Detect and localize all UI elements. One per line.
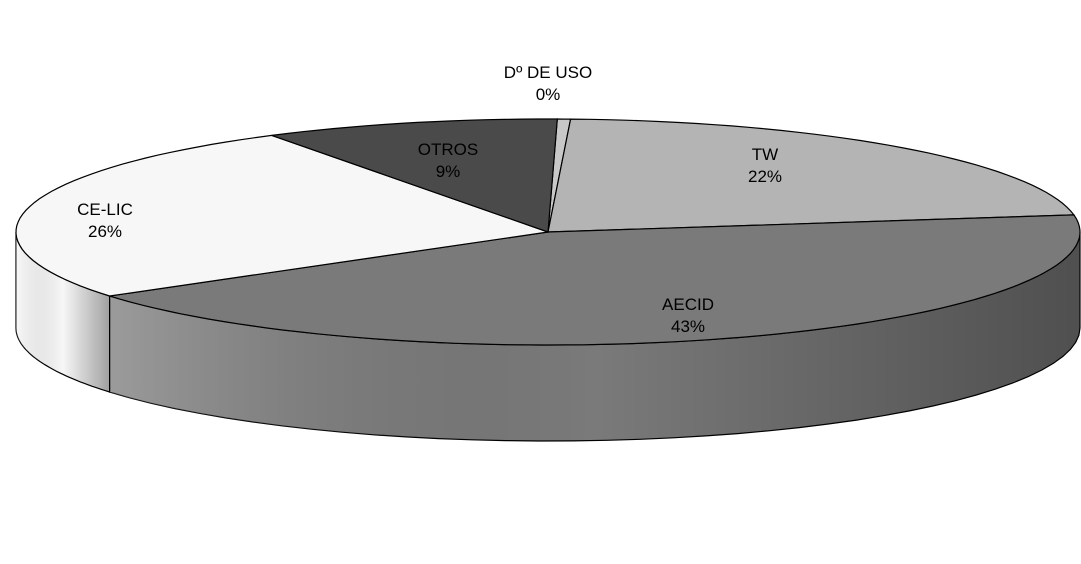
slice-label-1: TW bbox=[752, 145, 778, 164]
slice-percent-4: 9% bbox=[436, 162, 461, 181]
slice-label-3: CE-LIC bbox=[77, 200, 133, 219]
pie-sides bbox=[15, 231, 1081, 442]
slice-label-0: Dº DE USO bbox=[504, 63, 592, 82]
pie-slice-4 bbox=[271, 118, 558, 233]
pie-tops bbox=[15, 118, 1081, 346]
slice-percent-3: 26% bbox=[88, 222, 122, 241]
slice-percent-2: 43% bbox=[671, 317, 705, 336]
slice-percent-1: 22% bbox=[748, 167, 782, 186]
pie-slice-2 bbox=[109, 214, 1081, 346]
pie-slice-1 bbox=[547, 118, 1076, 233]
slice-label-4: OTROS bbox=[418, 140, 478, 159]
pie-labels: Dº DE USO 0% TW 22% AECID 43% CE-LIC 26% OTROS 9% bbox=[77, 63, 782, 336]
pie-slice-3 bbox=[15, 134, 549, 297]
pie-slice-side-shade-2 bbox=[109, 232, 1081, 441]
pie-slice-side-shade-3 bbox=[16, 232, 110, 392]
slice-label-2: AECID bbox=[662, 295, 714, 314]
slice-percent-0: 0% bbox=[536, 85, 561, 104]
